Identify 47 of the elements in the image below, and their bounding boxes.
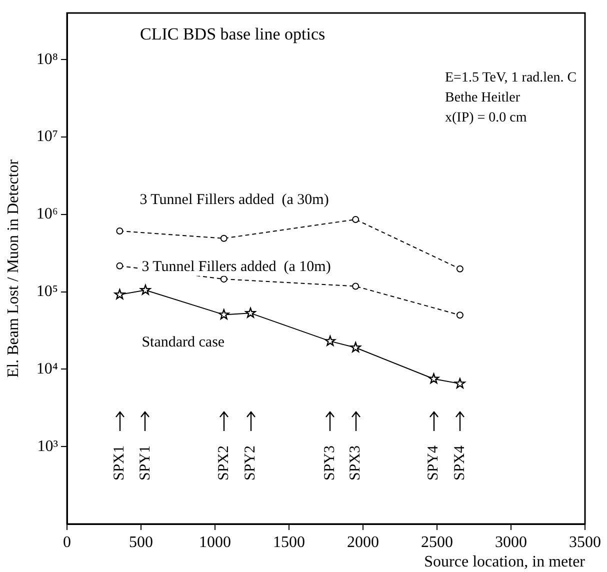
- x-axis-title: Source location, in meter: [424, 554, 586, 571]
- x-tick-label: 3000: [495, 534, 527, 551]
- text: CLIC BDS base line optics: [140, 24, 326, 44]
- point: [116, 228, 124, 235]
- annotation: SPX3: [348, 445, 364, 481]
- annotation: E=1.5 TeV, 1 rad.len. C: [445, 70, 577, 86]
- annotation: SPY2: [242, 445, 258, 481]
- annotation: SPX4: [452, 445, 468, 481]
- point: [456, 265, 464, 272]
- x-tick-label: 500: [129, 534, 153, 551]
- x-tick-label: 2000: [347, 534, 379, 551]
- series-label: 3 Tunnel Fillers added (a 30m): [140, 192, 329, 208]
- annotation: x(IP) = 0.0 cm: [445, 110, 527, 126]
- annotation: SPY3: [322, 445, 338, 481]
- point: [116, 262, 124, 270]
- series-label: 3 Tunnel Fillers added (a 10m): [142, 258, 331, 275]
- y-tick-label: 10⁶: [36, 206, 58, 223]
- point: [352, 282, 360, 290]
- y-tick-label: 10⁴: [36, 360, 58, 378]
- annotation: Bethe Heitler: [445, 90, 520, 106]
- x-tick-label: 2500: [421, 534, 453, 551]
- point: [245, 308, 256, 318]
- y-tick-label: 10³: [37, 438, 58, 455]
- point: [350, 342, 361, 352]
- y-tick-label: 10⁷: [36, 128, 58, 146]
- point: [324, 336, 336, 346]
- annotation: SPX2: [216, 445, 232, 481]
- y-tick-label: 10⁵: [36, 283, 58, 300]
- point: [456, 312, 464, 319]
- annotation: SPY4: [426, 445, 442, 481]
- point: [218, 309, 230, 320]
- point: [428, 373, 440, 384]
- annotation: SPY1: [137, 445, 154, 481]
- series-label: Standard case: [142, 334, 225, 351]
- point: [352, 216, 360, 223]
- point: [140, 284, 151, 295]
- point: [454, 378, 466, 388]
- y-tick-label: 10⁸: [36, 50, 58, 68]
- point: [220, 276, 228, 283]
- x-tick-label: 1000: [199, 534, 231, 551]
- point: [114, 289, 126, 300]
- x-tick-label: 0: [63, 534, 71, 551]
- x-tick-label: 1500: [273, 534, 305, 551]
- annotation: SPX1: [112, 445, 128, 481]
- y-axis-title: El. Beam Lost / Muon in Detector: [4, 158, 22, 378]
- point: [220, 234, 228, 242]
- x-tick-label: 3500: [569, 534, 601, 551]
